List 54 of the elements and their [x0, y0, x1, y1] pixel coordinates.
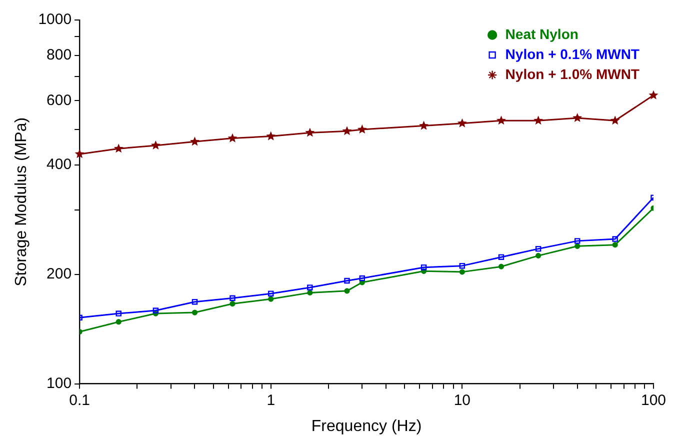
point [612, 236, 618, 242]
y-tick-label: 100 [46, 374, 72, 392]
legend-label: Nylon + 1.0% MWNT [505, 66, 640, 82]
y-tick-label: 800 [46, 46, 72, 64]
point [534, 116, 544, 125]
point [192, 298, 198, 305]
y-axis-title: Storage Modulus (MPa) [13, 117, 30, 286]
point [535, 246, 542, 252]
point [116, 319, 122, 325]
point [459, 269, 465, 275]
point [152, 308, 159, 314]
point [192, 310, 198, 316]
point [268, 296, 274, 302]
point [74, 149, 84, 158]
point [574, 243, 580, 249]
point [419, 120, 429, 130]
y-tick-label: 200 [46, 265, 72, 282]
y-tick-label: 1000 [38, 11, 72, 28]
point [305, 128, 315, 137]
point [648, 90, 658, 100]
point [498, 254, 504, 260]
point [457, 118, 467, 128]
point [420, 264, 427, 270]
point [190, 136, 200, 146]
point [344, 278, 350, 284]
x-tick-label: 10 [454, 392, 471, 409]
point [268, 290, 274, 296]
point [574, 238, 580, 244]
point [266, 131, 276, 140]
point [228, 133, 238, 142]
point [230, 300, 236, 307]
point [498, 264, 504, 270]
x-tick-label: 0.1 [69, 392, 90, 409]
point [307, 290, 313, 296]
point [572, 112, 582, 122]
y-tick-label: 400 [46, 156, 72, 173]
point [150, 140, 160, 150]
point [116, 310, 122, 316]
legend-label: Neat Nylon [505, 26, 578, 42]
point [459, 262, 466, 269]
x-tick-label: 1 [266, 392, 276, 409]
x-axis-title: Frequency (Hz) [311, 418, 422, 435]
point [344, 288, 350, 294]
point [114, 144, 124, 153]
legend-label: Nylon + 0.1% MWNT [505, 46, 640, 62]
point [610, 116, 620, 125]
point [612, 242, 618, 248]
point [307, 284, 313, 290]
x-tick-label: 100 [640, 392, 666, 409]
y-tick-label: 600 [46, 92, 72, 109]
point [496, 116, 506, 125]
point [536, 252, 542, 258]
point [230, 295, 236, 301]
point [342, 126, 352, 136]
